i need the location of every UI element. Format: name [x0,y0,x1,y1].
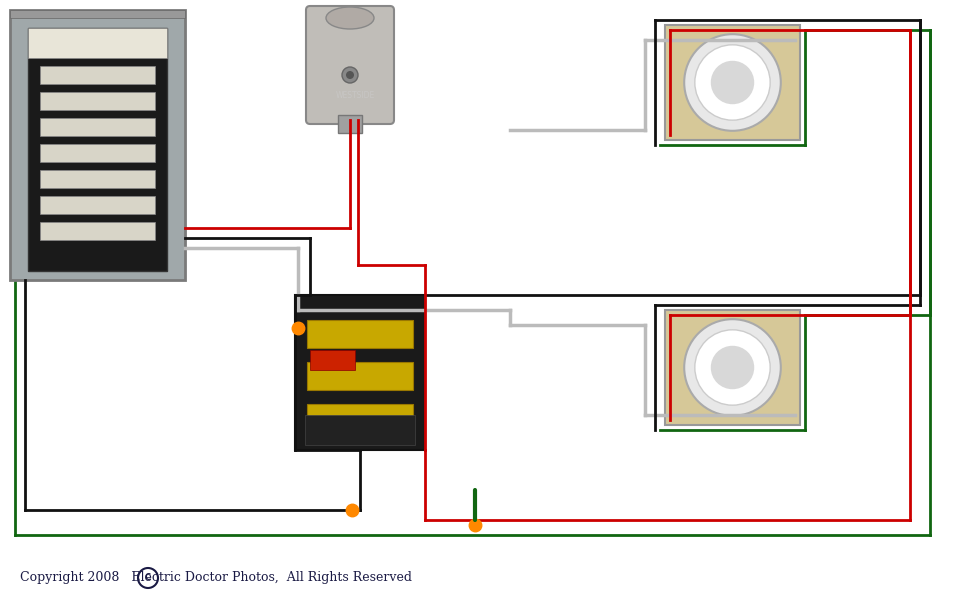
Circle shape [684,319,780,416]
Bar [40,170,155,188]
Text: WESTSIDE: WESTSIDE [335,91,375,100]
Text: C: C [145,573,151,582]
Circle shape [711,346,754,389]
Circle shape [342,67,358,83]
Bar [295,295,425,450]
Bar [338,115,362,133]
Bar [665,25,800,140]
Circle shape [346,71,354,79]
Bar [40,222,155,240]
Text: Copyright 2008   Electric Doctor Photos,  All Rights Reserved: Copyright 2008 Electric Doctor Photos, A… [20,572,412,584]
Bar [40,144,155,162]
Circle shape [684,34,780,131]
Circle shape [695,330,770,405]
Bar [28,28,167,271]
Bar [28,28,167,58]
Bar [40,118,155,136]
Bar [40,92,155,110]
Bar [307,362,413,390]
Bar [307,320,413,348]
Bar [40,196,155,214]
Bar [10,10,185,18]
Bar [307,404,413,432]
Bar [305,415,415,445]
Bar [40,66,155,84]
Circle shape [695,45,770,120]
Bar [310,350,355,370]
Circle shape [711,61,754,104]
Bar [10,10,185,280]
Ellipse shape [326,7,374,29]
Bar [665,310,800,425]
FancyBboxPatch shape [306,6,394,124]
